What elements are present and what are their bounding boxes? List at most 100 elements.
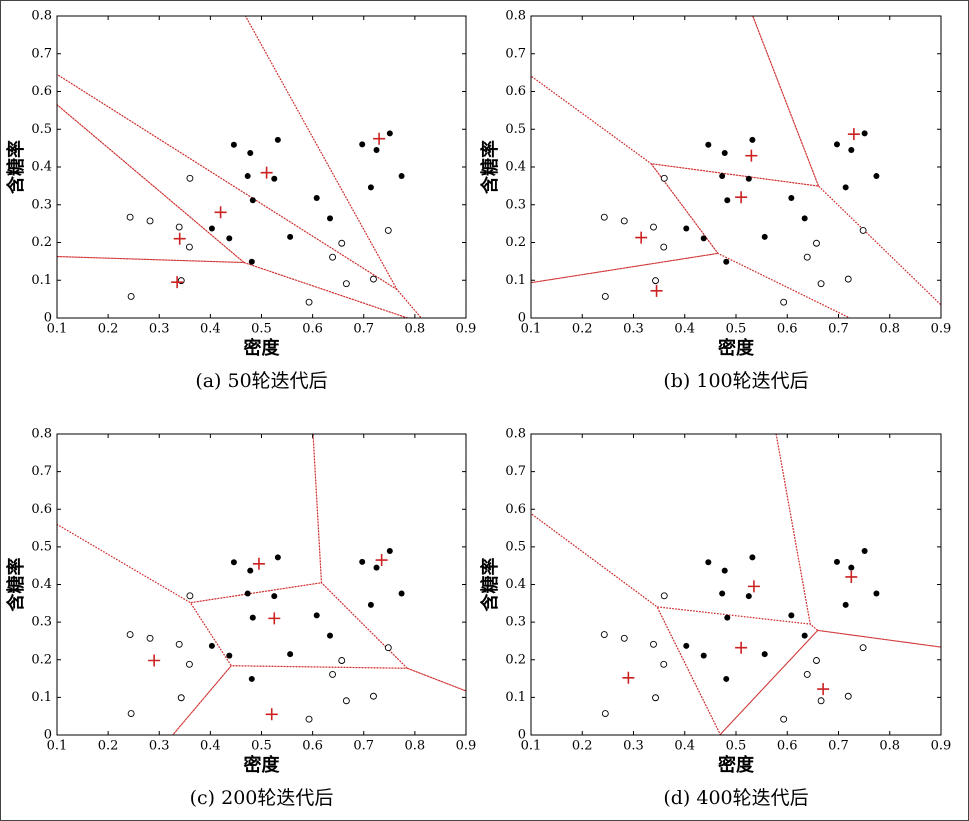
prototype bbox=[373, 132, 386, 145]
good-sample bbox=[848, 147, 855, 154]
good-sample bbox=[208, 225, 215, 232]
good-sample bbox=[745, 175, 752, 182]
y-tick-label: 0.5 bbox=[31, 539, 52, 554]
axes-box bbox=[530, 433, 942, 736]
good-sample bbox=[705, 559, 712, 566]
good-sample bbox=[287, 651, 294, 658]
good-sample bbox=[719, 173, 726, 180]
good-sample bbox=[700, 652, 707, 659]
x-tick-label: 0.6 bbox=[302, 739, 323, 754]
good-sample bbox=[327, 215, 334, 222]
prototype bbox=[817, 683, 830, 696]
y-tick-label: 0.3 bbox=[505, 197, 526, 212]
bad-sample bbox=[660, 174, 668, 182]
plot-area bbox=[531, 16, 941, 318]
bad-sample bbox=[329, 253, 337, 261]
good-sample bbox=[386, 548, 393, 555]
prototype bbox=[735, 191, 748, 204]
bad-sample bbox=[177, 694, 185, 702]
x-tick-label: 0.5 bbox=[251, 322, 272, 337]
y-axis-label: 含糖率 bbox=[479, 140, 501, 194]
decision-boundary bbox=[244, 16, 466, 318]
bad-sample bbox=[844, 275, 852, 283]
decision-boundary bbox=[57, 103, 246, 264]
good-sample bbox=[367, 601, 374, 608]
good-sample bbox=[842, 184, 849, 191]
good-sample bbox=[861, 130, 868, 137]
x-tick-label: 0.6 bbox=[777, 322, 798, 337]
x-tick-label: 0.9 bbox=[931, 322, 952, 337]
panel: 0.1 0.2 0.3 0.4 0.5 0.6 0.7 0.8 0.900.10.20.30.4… bbox=[5, 427, 476, 810]
prototype bbox=[171, 276, 184, 289]
good-sample bbox=[313, 194, 320, 201]
panel: 0.1 0.2 0.3 0.4 0.5 0.6 0.7 0.8 0.900.10.20.30.4… bbox=[5, 9, 476, 393]
x-tick-label: 0.8 bbox=[879, 739, 900, 754]
good-sample bbox=[208, 642, 215, 649]
x-tick-label: 0.2 bbox=[98, 739, 119, 754]
good-sample bbox=[367, 184, 374, 191]
y-tick-label: 0.3 bbox=[31, 197, 52, 212]
bad-sample bbox=[660, 243, 668, 251]
y-tick-label: 0.8 bbox=[31, 9, 52, 24]
good-sample bbox=[313, 612, 320, 619]
decision-boundary bbox=[57, 255, 408, 318]
x-tick-label: 0.4 bbox=[674, 322, 695, 337]
prototype bbox=[265, 708, 278, 721]
y-tick-label: 0 bbox=[518, 311, 526, 326]
good-sample bbox=[721, 567, 728, 574]
y-tick-label: 0.7 bbox=[505, 46, 526, 61]
bad-sample bbox=[175, 640, 183, 648]
y-tick-label: 0.7 bbox=[31, 46, 52, 61]
prototype bbox=[173, 232, 186, 245]
bad-sample bbox=[305, 298, 313, 306]
y-tick-label: 0.7 bbox=[31, 464, 52, 479]
y-tick-label: 0.2 bbox=[31, 652, 52, 667]
good-sample bbox=[723, 675, 730, 682]
x-tick-label: 0.1 bbox=[47, 739, 68, 754]
y-tick-label: 0.8 bbox=[505, 427, 526, 442]
good-sample bbox=[398, 173, 405, 180]
y-axis-label: 含糖率 bbox=[5, 140, 27, 194]
bad-sample bbox=[338, 657, 346, 664]
good-sample bbox=[700, 235, 707, 242]
prototype bbox=[747, 580, 760, 593]
y-tick-label: 0.4 bbox=[505, 160, 526, 175]
x-tick-label: 0.7 bbox=[828, 739, 849, 754]
x-tick-label: 0.1 bbox=[47, 322, 68, 337]
bad-sample bbox=[338, 239, 346, 247]
bad-sample bbox=[175, 223, 183, 231]
prototype bbox=[650, 284, 663, 297]
bad-sample bbox=[844, 692, 852, 700]
x-tick-label: 0.2 bbox=[572, 739, 593, 754]
x-tick-label: 0.7 bbox=[353, 322, 374, 337]
good-sample bbox=[327, 632, 334, 639]
good-sample bbox=[226, 235, 233, 242]
bad-sample bbox=[600, 631, 608, 638]
x-axis-label: 密度 bbox=[244, 754, 281, 776]
good-sample bbox=[848, 564, 855, 571]
prototype bbox=[735, 641, 748, 654]
x-tick-label: 0.3 bbox=[149, 322, 170, 337]
y-tick-label: 0.6 bbox=[505, 502, 526, 517]
good-sample bbox=[705, 141, 712, 148]
x-axis-label: 密度 bbox=[718, 754, 755, 776]
y-tick-label: 0.2 bbox=[31, 235, 52, 250]
good-sample bbox=[249, 197, 256, 204]
y-tick-label: 0.4 bbox=[31, 577, 52, 592]
good-sample bbox=[724, 614, 731, 621]
good-sample bbox=[274, 136, 281, 143]
good-sample bbox=[788, 612, 795, 619]
y-tick-label: 0.8 bbox=[505, 9, 526, 24]
y-axis-label: 含糖率 bbox=[5, 558, 27, 612]
y-tick-label: 0.2 bbox=[505, 652, 526, 667]
bad-sample bbox=[186, 174, 194, 182]
good-sample bbox=[721, 150, 728, 157]
y-tick-label: 0.7 bbox=[505, 464, 526, 479]
y-tick-label: 0.5 bbox=[505, 539, 526, 554]
good-sample bbox=[359, 558, 366, 565]
x-tick-label: 0.9 bbox=[931, 739, 952, 754]
x-tick-label: 0.9 bbox=[456, 322, 477, 337]
bad-sample bbox=[813, 657, 820, 664]
good-sample bbox=[248, 675, 255, 682]
